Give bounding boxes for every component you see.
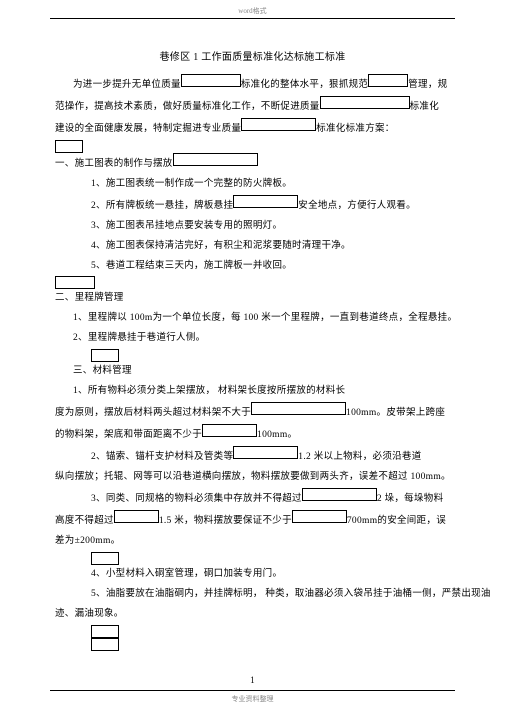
list-item: 1、施工图表统一制作成一个完整的防火牌板。 xyxy=(55,175,450,195)
text: 三、材料管理 xyxy=(73,362,132,382)
text: 标准化 xyxy=(410,98,439,118)
text: 差为±200mm。 xyxy=(55,532,120,552)
text: 标准化标准方案： xyxy=(316,120,394,140)
list-item: 4、施工图表保持清洁完好，有积尘和泥浆要随时清理干净。 xyxy=(55,237,450,257)
blank-box xyxy=(114,510,159,523)
text: 5、油脂要放在油脂硐内，并挂牌标明， 种类，取油器必须入袋吊挂于油桶一侧，严禁出… xyxy=(91,585,491,605)
text: 建设的全面健康发展，特制定掘进专业质量 xyxy=(55,120,241,140)
header-text: word格式 xyxy=(238,7,266,15)
text: 2、锚索、锚杆支护材料及管类等 xyxy=(91,448,233,468)
paragraph xyxy=(55,140,450,153)
text: 1.2 米以上物料，必须沿巷道 xyxy=(298,448,421,468)
text: 1、里程牌以 100m为一个单位长度，每 100 米一个里程牌，一直到巷道终点，… xyxy=(73,309,457,329)
text: 5、巷道工程结束三天内，施工牌板一并收回。 xyxy=(91,257,292,277)
blank-box xyxy=(368,74,408,87)
blank-box xyxy=(91,638,119,651)
text: 2、所有牌板统一悬挂，牌板悬挂 xyxy=(91,197,233,217)
blank-box xyxy=(320,96,410,109)
blank-box xyxy=(233,195,298,208)
paragraph: 的物料架，架底和带面距离不少于 100mm。 xyxy=(55,424,450,446)
text: 范操作，提高技术素质，做好质量标准化工作，不断促进质量 xyxy=(55,98,320,118)
paragraph: 差为±200mm。 xyxy=(55,532,450,552)
blank-box xyxy=(181,74,241,87)
text: 2 垛，每垛物料 xyxy=(377,490,444,510)
text: 3、同类、同规格的物料必须集中存放并不得超过 xyxy=(91,490,302,510)
text: 100mm。皮带架上跨座 xyxy=(346,404,445,424)
paragraph xyxy=(55,625,450,638)
text: 1、施工图表统一制作成一个完整的防火牌板。 xyxy=(91,175,292,195)
text: 一、施工图表的制作与摆放 xyxy=(55,155,173,175)
text: 1.5 米，物料摆放要保证不少于 xyxy=(159,512,292,532)
list-item: 2、里程牌悬挂于巷道行人侧。 xyxy=(55,329,450,349)
footer-text: 专业资料整理 xyxy=(232,695,274,703)
paragraph: 迹、漏油现象。 xyxy=(55,605,450,625)
text: 安全地点，方便行人观看。 xyxy=(298,197,416,217)
text: 为进一步提升无单位质量 xyxy=(73,76,181,96)
blank-box xyxy=(55,276,95,289)
blank-box xyxy=(91,625,119,638)
blank-box xyxy=(292,510,347,523)
document-content: 巷修区 1 工作面质量标准化达标施工标准 为进一步提升无单位质量 标准化的整体水… xyxy=(0,19,505,689)
blank-box xyxy=(91,552,119,565)
blank-box xyxy=(55,140,83,153)
list-item: 1、所有物料必须分类上架摆放， 材料架长度按所摆放的材料长 xyxy=(55,382,450,402)
blank-box xyxy=(173,153,258,166)
blank-box xyxy=(302,488,377,501)
list-item: 2、所有牌板统一悬挂，牌板悬挂 安全地点，方便行人观看。 xyxy=(55,195,450,217)
text: 的物料架，架底和带面距离不少于 xyxy=(55,426,202,446)
list-item: 4、小型材料入硐室管理，硐口加装专用门。 xyxy=(55,565,450,585)
blank-box xyxy=(233,446,298,459)
paragraph: 为进一步提升无单位质量 标准化的整体水平，狠抓规范 管理，规 xyxy=(55,74,450,96)
section-heading: 二、里程牌管理 xyxy=(55,289,450,309)
blank-box xyxy=(251,402,346,415)
paragraph: 范操作，提高技术素质，做好质量标准化工作，不断促进质量 标准化 xyxy=(55,96,450,118)
page-number: 1 xyxy=(55,671,450,690)
list-item: 2、锚索、锚杆支护材料及管类等 1.2 米以上物料，必须沿巷道 xyxy=(55,446,450,468)
section-heading: 一、施工图表的制作与摆放 xyxy=(55,153,450,175)
page-header: word格式 xyxy=(50,0,455,19)
list-item: 3、同类、同规格的物料必须集中存放并不得超过 2 垛，每垛物料 xyxy=(55,488,450,510)
paragraph: 纵向摆放；托辊、网等可以沿巷道横向摆放，物料摆放要做到两头齐，误差不超过 100… xyxy=(55,468,450,488)
page-footer: 专业资料整理 xyxy=(50,690,455,704)
text: 2、里程牌悬挂于巷道行人侧。 xyxy=(73,329,205,349)
list-item: 3、施工图表吊挂地点要安装专用的照明灯。 xyxy=(55,217,450,237)
blank-box xyxy=(241,118,316,131)
text: 100mm。 xyxy=(257,426,297,446)
text: 4、小型材料入硐室管理，硐口加装专用门。 xyxy=(91,565,282,585)
paragraph xyxy=(55,276,450,289)
blank-box xyxy=(91,349,119,362)
list-item: 5、油脂要放在油脂硐内，并挂牌标明， 种类，取油器必须入袋吊挂于油桶一侧，严禁出… xyxy=(55,585,450,605)
text: 迹、漏油现象。 xyxy=(55,605,124,625)
document-title: 巷修区 1 工作面质量标准化达标施工标准 xyxy=(55,47,450,68)
paragraph: 高度不得超过 1.5 米，物料摆放要保证不少于 700mm的安全间距，误 xyxy=(55,510,450,532)
paragraph xyxy=(55,552,450,565)
text: 1、所有物料必须分类上架摆放， 材料架长度按所摆放的材料长 xyxy=(73,382,345,402)
text: 高度不得超过 xyxy=(55,512,114,532)
text: 二、里程牌管理 xyxy=(55,289,124,309)
blank-box xyxy=(202,424,257,437)
text: 纵向摆放；托辊、网等可以沿巷道横向摆放，物料摆放要做到两头齐，误差不超过 100… xyxy=(55,468,451,488)
section-heading: 三、材料管理 xyxy=(55,362,450,382)
paragraph xyxy=(55,638,450,651)
list-item: 5、巷道工程结束三天内，施工牌板一并收回。 xyxy=(55,257,450,277)
text: 管理，规 xyxy=(408,76,447,96)
paragraph: 建设的全面健康发展，特制定掘进专业质量 标准化标准方案： xyxy=(55,118,450,140)
list-item: 1、里程牌以 100m为一个单位长度，每 100 米一个里程牌，一直到巷道终点，… xyxy=(55,309,450,329)
text: 4、施工图表保持清洁完好，有积尘和泥浆要随时清理干净。 xyxy=(91,237,351,257)
text: 700mm的安全间距，误 xyxy=(347,512,446,532)
paragraph: 度为原则，摆放后材料两头超过材料架不大于 100mm。皮带架上跨座 xyxy=(55,402,450,424)
text: 3、施工图表吊挂地点要安装专用的照明灯。 xyxy=(91,217,282,237)
paragraph xyxy=(55,349,450,362)
text: 标准化的整体水平，狠抓规范 xyxy=(241,76,368,96)
text: 度为原则，摆放后材料两头超过材料架不大于 xyxy=(55,404,251,424)
